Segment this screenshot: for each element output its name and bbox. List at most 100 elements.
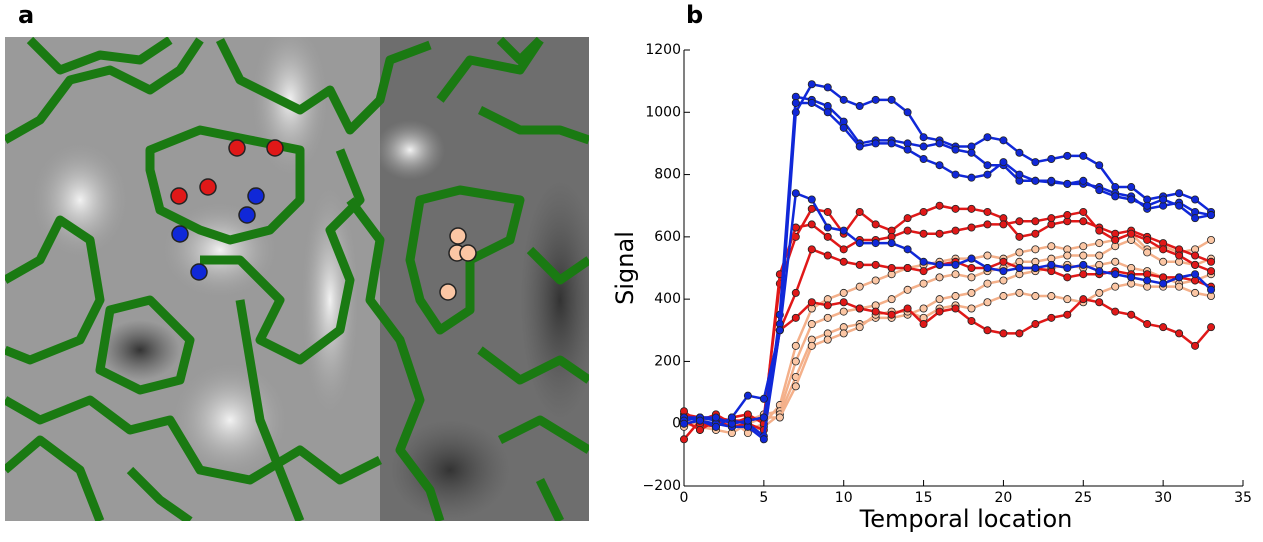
y-tick-label: 1000 — [645, 104, 681, 120]
data-point — [1111, 192, 1120, 201]
data-point — [951, 145, 960, 154]
data-point — [823, 251, 832, 260]
data-point — [1079, 270, 1088, 279]
data-point — [999, 257, 1008, 266]
data-point — [1127, 310, 1136, 319]
data-point — [855, 260, 864, 269]
marker-red — [170, 187, 188, 205]
data-point — [1159, 279, 1168, 288]
data-point — [823, 108, 832, 117]
data-point — [839, 226, 848, 235]
panel-label: b — [686, 1, 703, 29]
data-point — [999, 267, 1008, 276]
data-point — [1175, 273, 1184, 282]
data-point — [903, 226, 912, 235]
data-point — [855, 207, 864, 216]
data-point — [1207, 285, 1216, 294]
data-point — [887, 310, 896, 319]
data-point — [1047, 242, 1056, 251]
data-point — [983, 170, 992, 179]
data-point — [951, 226, 960, 235]
data-point — [983, 133, 992, 142]
data-point — [743, 391, 752, 400]
data-point — [1191, 270, 1200, 279]
data-point — [823, 207, 832, 216]
data-point — [1079, 242, 1088, 251]
marker-peach — [459, 244, 477, 262]
data-point — [823, 232, 832, 241]
data-point — [1095, 186, 1104, 195]
x-axis-label: Temporal location — [859, 505, 1073, 533]
data-point — [1079, 176, 1088, 185]
x-tick-label: 0 — [680, 490, 689, 506]
data-point — [791, 98, 800, 107]
data-point — [887, 95, 896, 104]
data-point — [903, 285, 912, 294]
x-tick-label: 20 — [995, 490, 1013, 506]
x-tick-label: 10 — [835, 490, 853, 506]
data-point — [1127, 229, 1136, 238]
data-point — [871, 239, 880, 248]
data-point — [1015, 288, 1024, 297]
data-point — [983, 207, 992, 216]
data-point — [1143, 235, 1152, 244]
data-point — [999, 292, 1008, 301]
data-point — [1031, 292, 1040, 301]
marker-blue — [247, 187, 265, 205]
data-point — [1175, 189, 1184, 198]
series-line — [683, 101, 1212, 426]
data-point — [1207, 267, 1216, 276]
x-tick-label: 25 — [1074, 490, 1092, 506]
data-point — [1047, 214, 1056, 223]
y-axis-label: Signal — [611, 231, 639, 305]
image-panel — [5, 37, 589, 521]
data-point — [839, 288, 848, 297]
data-point — [823, 313, 832, 322]
data-point — [1191, 251, 1200, 260]
data-point — [839, 123, 848, 132]
data-point — [871, 307, 880, 316]
data-point — [903, 263, 912, 272]
series — [680, 245, 1216, 431]
data-point — [1015, 217, 1024, 226]
data-point — [839, 257, 848, 266]
y-tick-label: 0 — [672, 416, 681, 432]
data-point — [1079, 151, 1088, 160]
data-point — [1143, 276, 1152, 285]
data-point — [1031, 217, 1040, 226]
data-point — [1095, 288, 1104, 297]
data-point — [935, 201, 944, 210]
data-point — [1079, 207, 1088, 216]
data-point — [1175, 329, 1184, 338]
data-point — [1111, 235, 1120, 244]
marker-peach — [449, 227, 467, 245]
data-point — [1079, 260, 1088, 269]
data-point — [727, 413, 736, 422]
data-point — [807, 195, 816, 204]
data-point — [1111, 257, 1120, 266]
data-point — [919, 229, 928, 238]
data-point — [887, 295, 896, 304]
data-point — [1111, 307, 1120, 316]
data-point — [807, 80, 816, 89]
data-point — [1031, 263, 1040, 272]
panel-label: a — [18, 1, 34, 29]
x-tick-label: 5 — [759, 490, 768, 506]
data-point — [983, 326, 992, 335]
data-point — [791, 382, 800, 391]
data-point — [695, 416, 704, 425]
data-point — [855, 304, 864, 313]
data-point — [1095, 226, 1104, 235]
data-point — [1095, 161, 1104, 170]
data-point — [680, 419, 689, 428]
marker-peach — [439, 283, 457, 301]
data-point — [967, 273, 976, 282]
data-point — [855, 102, 864, 111]
data-point — [791, 341, 800, 350]
data-point — [791, 313, 800, 322]
data-point — [1095, 267, 1104, 276]
data-point — [1031, 320, 1040, 329]
data-point — [855, 142, 864, 151]
